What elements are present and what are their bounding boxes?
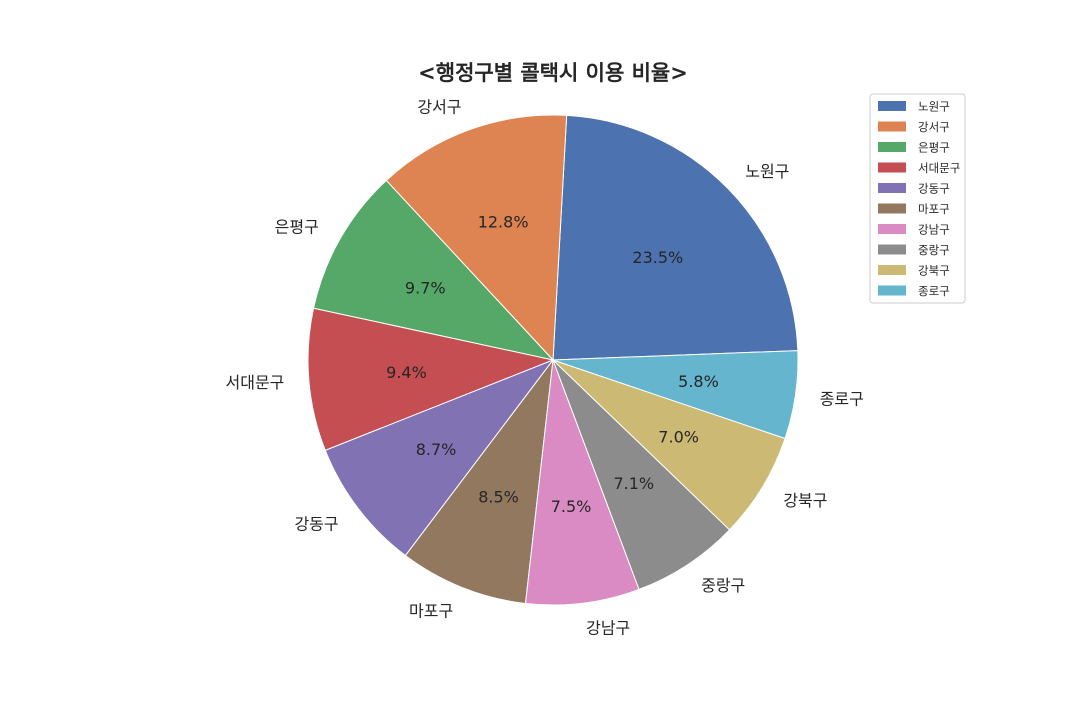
percent-label: 8.7% xyxy=(416,440,457,459)
legend-label: 중랑구 xyxy=(918,243,950,257)
legend-swatch xyxy=(878,162,906,173)
pie-slice xyxy=(524,359,640,606)
pie-slice xyxy=(324,358,555,557)
legend-label: 서대문구 xyxy=(918,161,960,175)
legend-swatch xyxy=(878,101,906,111)
pie-slice xyxy=(404,358,554,605)
slice-label: 은평구 xyxy=(275,218,319,237)
percent-label: 8.5% xyxy=(478,488,519,507)
slice-label: 서대문구 xyxy=(226,373,285,392)
slice-label: 강북구 xyxy=(783,491,827,510)
pie-slice xyxy=(552,359,731,591)
percent-label: 12.8% xyxy=(478,213,529,232)
legend-label: 강서구 xyxy=(918,120,950,134)
percent-label: 9.7% xyxy=(405,278,446,297)
percent-label: 7.5% xyxy=(551,497,592,516)
legend-swatch xyxy=(878,142,906,152)
chart-title: <행정구별 콜택시 이용 비율> xyxy=(418,61,688,85)
legend-label: 강북구 xyxy=(918,264,950,278)
legend-label: 종로구 xyxy=(918,284,950,298)
legend-swatch xyxy=(878,203,906,214)
legend-swatch xyxy=(878,285,906,296)
pie-slice xyxy=(552,359,786,531)
pie-slice xyxy=(552,350,799,440)
slice-label: 종로구 xyxy=(820,390,864,409)
percent-labels: 23.5% 12.8% 9.7% 9.4% 8.7% 8.5% 7.5% 7.1% 7.0% 5.… xyxy=(386,213,719,516)
legend-swatch xyxy=(878,265,906,275)
legend-label: 노원구 xyxy=(918,100,950,114)
pie-slice xyxy=(552,114,799,361)
pie-slices xyxy=(307,114,799,606)
percent-label: 9.4% xyxy=(386,363,427,382)
pie-slice xyxy=(312,179,555,361)
legend-swatch xyxy=(878,121,906,132)
slice-label: 중랑구 xyxy=(701,576,745,595)
legend-swatch xyxy=(878,244,906,255)
pie-slice xyxy=(385,114,568,362)
pie-slice xyxy=(307,307,555,451)
slice-label: 강남구 xyxy=(586,618,630,637)
slice-label: 노원구 xyxy=(745,162,789,181)
legend-label: 은평구 xyxy=(918,141,950,155)
legend-label: 강남구 xyxy=(918,223,950,237)
percent-label: 23.5% xyxy=(632,248,683,267)
legend-swatch xyxy=(878,183,906,193)
legend-label: 마포구 xyxy=(918,202,950,216)
legend-swatch xyxy=(878,224,906,234)
percent-label: 7.0% xyxy=(658,427,699,446)
percent-label: 5.8% xyxy=(678,372,719,391)
slice-label: 강서구 xyxy=(417,97,461,116)
slice-label: 강동구 xyxy=(294,514,338,533)
slice-label: 마포구 xyxy=(409,601,453,620)
legend-label: 강동구 xyxy=(918,182,950,196)
percent-label: 7.1% xyxy=(613,474,654,493)
